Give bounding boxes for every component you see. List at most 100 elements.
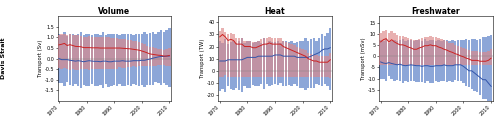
Bar: [285, 71, 287, 77]
Bar: [293, 71, 296, 77]
Bar: [257, 40, 260, 71]
Bar: [74, 35, 76, 59]
Bar: [127, 34, 129, 59]
Bar: [326, 56, 328, 71]
Bar: [416, 40, 418, 56]
Bar: [130, 59, 132, 67]
Bar: [490, 49, 492, 56]
Bar: [446, 41, 448, 56]
Bar: [94, 34, 96, 59]
Bar: [424, 56, 426, 65]
Bar: [465, 39, 468, 56]
Bar: [160, 30, 162, 59]
Bar: [407, 56, 410, 65]
Bar: [99, 38, 102, 59]
Bar: [232, 71, 234, 77]
Bar: [104, 38, 107, 59]
Bar: [140, 43, 143, 59]
Bar: [321, 35, 323, 71]
Bar: [86, 59, 87, 69]
Bar: [321, 71, 323, 86]
Bar: [316, 55, 318, 71]
Bar: [138, 59, 140, 86]
Bar: [257, 71, 260, 77]
Bar: [290, 44, 293, 71]
Bar: [396, 56, 398, 80]
Bar: [324, 71, 326, 84]
Bar: [218, 71, 221, 91]
Bar: [254, 42, 257, 71]
Bar: [457, 40, 459, 56]
Bar: [329, 53, 332, 71]
Bar: [257, 40, 260, 71]
Bar: [324, 56, 326, 71]
Bar: [227, 35, 229, 71]
Bar: [276, 40, 279, 71]
Bar: [252, 42, 254, 71]
Bar: [479, 56, 481, 95]
Bar: [476, 56, 478, 92]
Bar: [168, 48, 170, 59]
Bar: [465, 56, 468, 86]
Bar: [80, 36, 82, 59]
Bar: [293, 71, 296, 84]
Bar: [268, 40, 270, 71]
Bar: [122, 39, 124, 59]
Bar: [94, 37, 96, 59]
Bar: [324, 71, 326, 77]
Bar: [227, 71, 229, 77]
Bar: [58, 34, 60, 59]
Bar: [86, 59, 87, 86]
Y-axis label: Transport (Sv): Transport (Sv): [38, 40, 43, 77]
Bar: [102, 59, 104, 87]
Bar: [166, 49, 168, 59]
Bar: [465, 49, 468, 56]
Bar: [266, 71, 268, 77]
Bar: [290, 71, 293, 86]
Bar: [132, 59, 134, 84]
Bar: [438, 40, 440, 56]
Bar: [418, 40, 420, 56]
Bar: [254, 71, 257, 86]
Bar: [66, 59, 68, 82]
Bar: [318, 71, 320, 77]
Bar: [252, 71, 254, 85]
Bar: [108, 34, 110, 59]
Bar: [416, 56, 418, 82]
Bar: [276, 71, 279, 77]
Bar: [460, 40, 462, 56]
Bar: [166, 59, 168, 66]
Bar: [266, 43, 268, 71]
Bar: [329, 71, 332, 78]
Bar: [99, 35, 102, 59]
Bar: [321, 71, 323, 77]
Bar: [162, 59, 165, 65]
Bar: [388, 33, 390, 56]
Bar: [58, 35, 60, 59]
Bar: [162, 59, 165, 84]
Bar: [224, 71, 226, 92]
Bar: [238, 71, 240, 77]
Bar: [304, 38, 306, 71]
Bar: [452, 43, 454, 56]
Bar: [88, 59, 90, 86]
Bar: [77, 59, 80, 70]
Bar: [146, 59, 148, 66]
Bar: [457, 56, 459, 82]
Bar: [266, 38, 268, 71]
Bar: [257, 71, 260, 86]
Bar: [280, 71, 281, 77]
Bar: [132, 59, 134, 66]
Bar: [274, 71, 276, 77]
Bar: [271, 71, 274, 77]
Bar: [235, 43, 238, 71]
Bar: [304, 71, 306, 90]
Bar: [58, 59, 60, 68]
Bar: [66, 59, 68, 69]
Bar: [157, 49, 160, 59]
Bar: [77, 35, 80, 59]
Bar: [410, 39, 412, 56]
Bar: [127, 40, 129, 59]
Bar: [438, 38, 440, 56]
Bar: [260, 43, 262, 71]
